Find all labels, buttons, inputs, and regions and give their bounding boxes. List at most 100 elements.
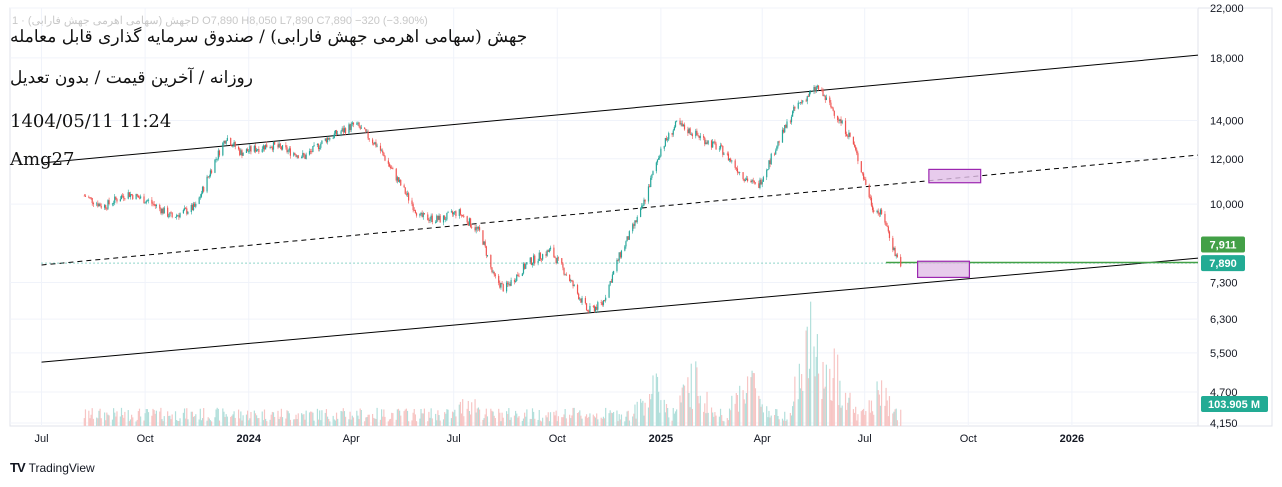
price-axis[interactable]: 22,000 18,000 14,000 12,000 10,000 7,300 6,300… [1210, 3, 1244, 430]
candle-body [833, 110, 835, 116]
candle-body [383, 152, 385, 157]
volume-bar [658, 391, 660, 426]
candle-body [894, 247, 896, 256]
candle-body [195, 203, 197, 207]
volume-bar [894, 409, 896, 426]
candle-body [140, 196, 142, 199]
volume-bar [664, 412, 666, 426]
candle-body [199, 196, 201, 198]
volume-bar [429, 417, 431, 426]
candle-body [829, 97, 831, 103]
candle-body [312, 146, 314, 153]
candle-body [817, 85, 820, 90]
volume-bar [578, 412, 580, 426]
candle-body [201, 186, 204, 194]
volume-bar [777, 416, 779, 426]
volume-bar [612, 411, 615, 426]
volume-bar [526, 409, 528, 426]
candle-body [343, 128, 346, 133]
candle-body [655, 162, 657, 172]
volume-bar [548, 421, 550, 426]
candle-body [423, 213, 425, 215]
time-axis[interactable]: Jul Oct 2024 Apr Jul Oct 2025 Apr Jul Oct 2026 [34, 433, 1084, 445]
candle-body [111, 203, 114, 205]
volume-bar [356, 410, 358, 426]
candle-body [878, 213, 880, 215]
candle-body [816, 85, 818, 88]
candle-body [277, 144, 279, 148]
volume-bar [569, 414, 571, 426]
volume-bar [871, 411, 874, 426]
volume-bar [103, 412, 106, 426]
volume-bar [427, 421, 429, 426]
candle-body [483, 241, 485, 245]
volume-bar [183, 408, 186, 426]
volume-bar [375, 419, 377, 426]
candle-body [736, 168, 739, 173]
candle-body [319, 147, 321, 150]
volume-bar [444, 412, 446, 426]
candle-body [868, 184, 870, 198]
candle-body [186, 208, 188, 214]
candle-body [237, 146, 240, 150]
volume-bar [254, 413, 257, 426]
candle-body [262, 145, 264, 150]
candle-body [879, 209, 882, 215]
candle-body [313, 145, 315, 147]
volume-bar [122, 415, 124, 426]
volume-bar [696, 367, 698, 426]
candle-body [427, 214, 429, 221]
candle-body [587, 310, 589, 311]
volume-bar [419, 418, 421, 426]
candle-body [360, 127, 362, 129]
volume-bar [864, 414, 866, 426]
candle-body [509, 283, 511, 286]
candle-body [778, 141, 780, 143]
candle-body [714, 141, 716, 144]
tradingview-branding[interactable]: TV TradingView [10, 460, 95, 475]
volume-bar [191, 411, 194, 426]
volume-bar [814, 376, 816, 426]
candle-body [328, 137, 330, 140]
volume-bar [672, 407, 674, 426]
candle-body [671, 133, 673, 135]
volume-bar [722, 420, 724, 426]
candle-body [136, 194, 138, 196]
volume-bar [319, 410, 321, 426]
volume-bar [687, 377, 689, 426]
candle-body [658, 158, 660, 160]
volume-bar [266, 421, 268, 426]
candle-body [660, 148, 662, 157]
volume-bar [450, 418, 453, 426]
volume-bar [485, 408, 487, 426]
volume-bar [225, 414, 227, 426]
volume-bar [885, 387, 887, 426]
volume-bar [877, 390, 879, 426]
volume-bar [651, 393, 653, 426]
candle-body [215, 158, 217, 160]
volume-bar [735, 393, 737, 426]
volume-bar [822, 361, 824, 426]
price-label-tag [1201, 255, 1245, 272]
volume-bar [839, 380, 841, 426]
volume-bar [768, 410, 770, 426]
rectangle-drawings[interactable] [917, 168, 982, 279]
candle-body [253, 145, 255, 152]
volume-bar [242, 415, 244, 426]
candle-body [704, 137, 706, 145]
candle-body [412, 204, 414, 211]
volume-bar [138, 408, 141, 426]
volume-bar [713, 416, 715, 426]
candle-body [241, 150, 243, 156]
volume-bar [194, 416, 196, 426]
price-labels: 7,911 7,890 103.905 M [1201, 236, 1268, 412]
candle-body [374, 142, 376, 145]
volume-bar [776, 409, 778, 426]
candle-body [365, 128, 367, 132]
candle-body [128, 192, 130, 197]
volume-bar [329, 421, 331, 426]
trend-lines[interactable] [41, 54, 1199, 363]
candle-body [767, 168, 769, 171]
candle-body [387, 160, 389, 164]
